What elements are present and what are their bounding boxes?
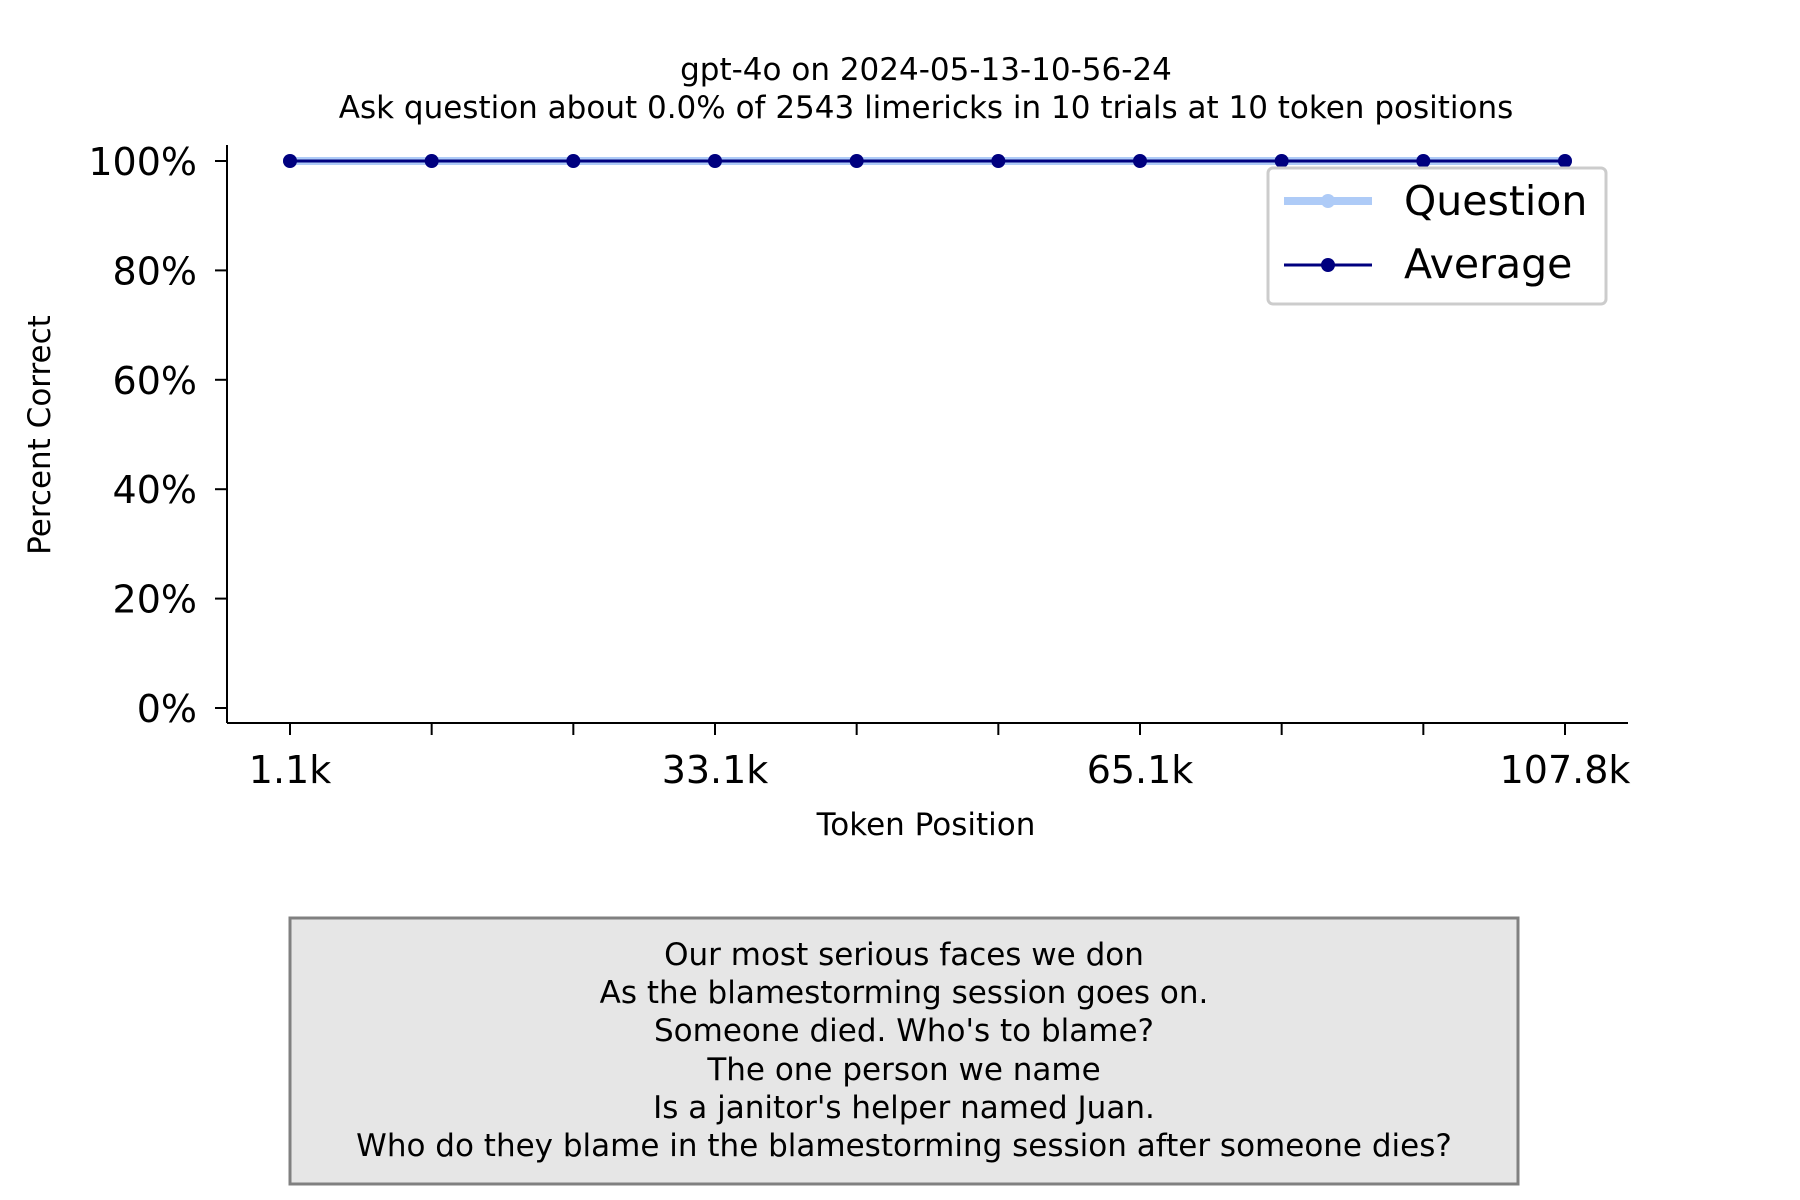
legend: Question Average	[1266, 166, 1608, 306]
data-point-average	[708, 154, 722, 168]
legend-average-marker	[1321, 258, 1335, 272]
y-tick-label: 60%	[113, 359, 197, 403]
chart-subtitle: Ask question about 0.0% of 2543 limerick…	[339, 90, 1514, 126]
limerick-frame	[288, 916, 1520, 1186]
data-point-average	[1416, 154, 1431, 168]
y-tick-label: 80%	[113, 249, 197, 293]
chart-title: gpt-4o on 2024-05-13-10-56-24	[680, 52, 1172, 88]
data-point-average	[1133, 154, 1147, 168]
y-tick-label: 40%	[113, 468, 197, 512]
data-point-average	[283, 154, 297, 168]
series-layer	[283, 154, 1572, 168]
x-tick-label: 65.1k	[1087, 748, 1194, 792]
legend-average-label: Average	[1404, 240, 1572, 288]
x-axis-label: Token Position	[816, 807, 1036, 843]
y-axis: 0% 20% 40% 60% 80% 100%	[88, 140, 228, 731]
x-tick-label: 1.1k	[249, 748, 331, 792]
legend-question-marker	[1321, 194, 1335, 208]
data-point-average	[566, 154, 581, 168]
limerick-box: Our most serious faces we don As the bla…	[288, 916, 1520, 1186]
y-tick-label: 20%	[113, 578, 197, 622]
data-point-average	[1274, 154, 1289, 168]
x-tick-label: 33.1k	[662, 748, 769, 792]
y-tick-label: 0%	[137, 687, 197, 731]
data-point-average	[849, 154, 864, 168]
x-axis: 1.1k 33.1k 65.1k 107.8k	[227, 722, 1631, 792]
limerick-line: As the blamestorming session goes on.	[600, 975, 1209, 1011]
limerick-line: Someone died. Who's to blame?	[654, 1013, 1154, 1049]
limerick-question: Is a janitor's helper named Juan.	[653, 1090, 1155, 1126]
limerick-question: Who do they blame in the blamestorming s…	[356, 1128, 1452, 1164]
limerick-line: The one person we name	[706, 1052, 1100, 1088]
x-tick-label: 107.8k	[1500, 748, 1631, 792]
data-point-average	[991, 154, 1006, 168]
legend-question-label: Question	[1404, 177, 1587, 225]
y-tick-label: 100%	[88, 140, 197, 184]
data-point-average	[1558, 154, 1572, 168]
data-point-average	[424, 154, 439, 168]
limerick-line: Our most serious faces we don	[664, 937, 1144, 973]
y-axis-label: Percent Correct	[22, 315, 58, 555]
